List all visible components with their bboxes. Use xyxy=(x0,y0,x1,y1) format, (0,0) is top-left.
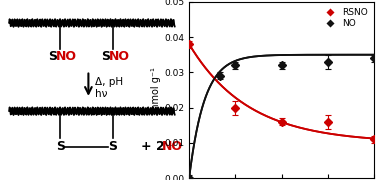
Text: S: S xyxy=(101,50,110,63)
Y-axis label: mmol g⁻¹: mmol g⁻¹ xyxy=(151,67,161,113)
Text: NO: NO xyxy=(109,50,130,63)
Text: S: S xyxy=(56,140,65,153)
Text: S: S xyxy=(108,140,118,153)
Text: NO: NO xyxy=(56,50,77,63)
Legend: RSNO, NO: RSNO, NO xyxy=(319,6,370,30)
Text: + 2: + 2 xyxy=(141,140,165,153)
Text: Δ, pH: Δ, pH xyxy=(94,77,123,87)
Text: NO: NO xyxy=(161,140,183,153)
Text: S: S xyxy=(48,50,57,63)
Text: hν: hν xyxy=(94,89,107,99)
